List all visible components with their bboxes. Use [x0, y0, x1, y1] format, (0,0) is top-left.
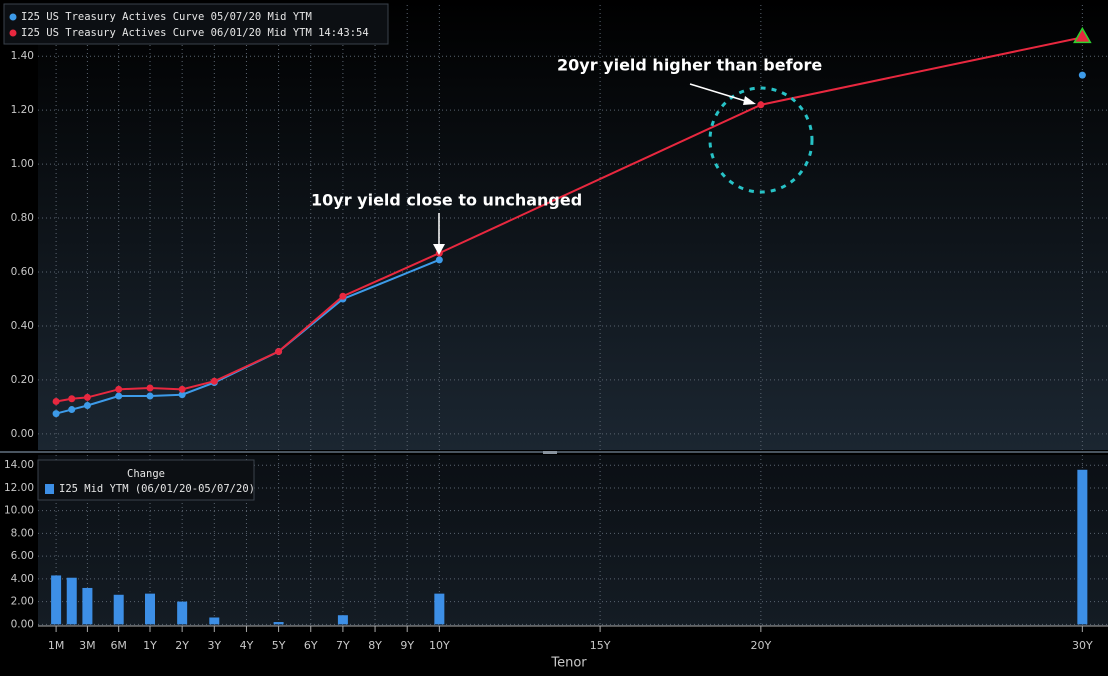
point — [178, 385, 186, 393]
bar — [145, 593, 155, 625]
x-tick-label: 7Y — [336, 639, 350, 652]
y-tick-label: 12.00 — [4, 482, 34, 494]
y-tick-label: 1.00 — [11, 158, 34, 170]
y-tick-label: 6.00 — [11, 550, 34, 562]
arrow-head — [743, 96, 756, 105]
point — [178, 391, 186, 399]
x-tick-label: 3M — [79, 639, 96, 652]
point — [146, 384, 154, 392]
point — [83, 393, 91, 401]
point — [210, 377, 218, 385]
point — [52, 410, 60, 418]
y-tick-label: 1.20 — [11, 104, 34, 116]
y-tick-label: 4.00 — [11, 573, 34, 585]
point — [1078, 71, 1086, 79]
point — [68, 406, 76, 414]
x-tick-label: 1Y — [143, 639, 157, 652]
last-value-marker — [1073, 26, 1092, 44]
x-tick-label: 9Y — [400, 639, 414, 652]
y-tick-label: 1.40 — [11, 50, 34, 62]
bar — [337, 615, 348, 625]
y-tick-label: 8.00 — [11, 527, 34, 539]
point — [68, 395, 76, 403]
top-panel — [38, 0, 1108, 450]
point — [52, 397, 60, 405]
bar — [273, 622, 284, 625]
point — [435, 256, 443, 264]
x-tick-label: 4Y — [240, 639, 254, 652]
point — [115, 392, 123, 400]
arrow-head — [433, 244, 445, 255]
y-tick-label: 0.20 — [11, 374, 34, 386]
y-tick-label: 0.60 — [11, 266, 34, 278]
bar — [51, 575, 62, 625]
legend-label: I25 US Treasury Actives Curve 06/01/20 M… — [21, 27, 369, 39]
x-tick-label: 10Y — [429, 639, 450, 652]
bar — [177, 601, 188, 625]
y-tick-label: 0.40 — [11, 320, 34, 332]
arrow — [689, 83, 753, 104]
point — [275, 348, 283, 356]
bar — [1077, 469, 1088, 625]
y-tick-label: 10.00 — [4, 505, 34, 517]
annotation: 10yr yield close to unchanged — [311, 191, 582, 210]
point — [115, 385, 123, 393]
x-tick-label: 15Y — [590, 639, 611, 652]
point — [146, 392, 154, 400]
x-tick-label: 2Y — [175, 639, 189, 652]
mark-layer — [51, 26, 1092, 625]
x-tick-label: 3Y — [207, 639, 221, 652]
legend-marker — [9, 29, 17, 37]
bar — [113, 594, 124, 625]
y-tick-label: 0.00 — [11, 618, 34, 630]
x-tick-label: 1M — [48, 639, 65, 652]
x-tick-label: 8Y — [368, 639, 382, 652]
point — [757, 101, 765, 109]
bar — [82, 587, 93, 625]
y-tick-label: 0.80 — [11, 212, 34, 224]
x-tick-label: 6M — [110, 639, 127, 652]
legend-marker — [45, 484, 54, 494]
annotation: 20yr yield higher than before — [557, 56, 822, 75]
divider-handle[interactable] — [543, 451, 557, 454]
legend-title: Change — [127, 468, 165, 480]
legend-label: I25 Mid YTM (06/01/20-05/07/20) — [59, 483, 255, 495]
legend-label: I25 US Treasury Actives Curve 05/07/20 M… — [21, 11, 312, 23]
x-tick-label: 5Y — [272, 639, 286, 652]
point — [83, 402, 91, 409]
x-tick-label: 30Y — [1072, 639, 1093, 652]
x-tick-label: 20Y — [750, 639, 771, 652]
legend-marker — [9, 13, 17, 21]
legend — [37, 459, 255, 501]
y-tick-label: 14.00 — [4, 459, 34, 471]
x-tick-label: 6Y — [304, 639, 318, 652]
bar — [434, 593, 445, 625]
y-tick-label: 2.00 — [11, 596, 34, 608]
x-axis-title: Tenor — [550, 656, 587, 671]
highlight-circle — [708, 86, 814, 194]
bar — [209, 617, 220, 625]
point — [339, 292, 347, 300]
legend — [3, 3, 389, 45]
y-tick-label: 0.00 — [11, 428, 34, 440]
bar — [66, 577, 77, 625]
